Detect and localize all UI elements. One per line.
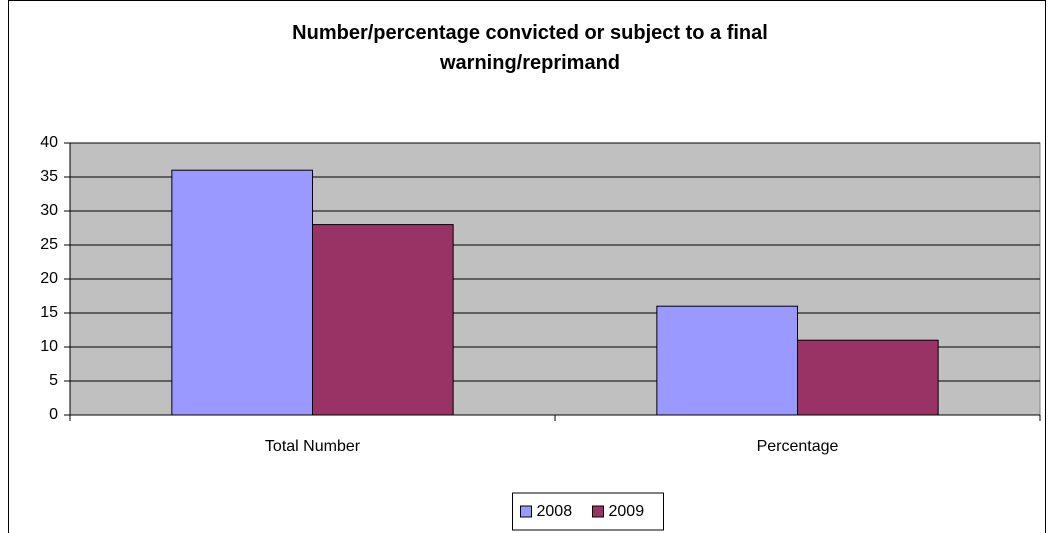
- chart-title: Number/percentage convicted or subject t…: [292, 22, 768, 74]
- y-tick-label: 20: [40, 270, 58, 287]
- bar: [656, 305, 798, 416]
- bar: [312, 224, 454, 416]
- bar: [171, 169, 313, 416]
- legend-label: 2008: [537, 503, 573, 520]
- y-tick-label: 0: [49, 406, 58, 423]
- y-tick-label: 5: [49, 372, 58, 389]
- x-tick-label: Percentage: [757, 438, 839, 455]
- y-tick-label: 25: [40, 236, 58, 253]
- y-tick-label: 30: [40, 202, 58, 219]
- y-tick-label: 15: [40, 304, 58, 321]
- bar: [797, 339, 939, 416]
- legend-box: [512, 492, 664, 531]
- legend-swatch: [520, 505, 532, 518]
- x-tick-label: Total Number: [265, 438, 361, 455]
- y-tick-label: 10: [40, 338, 58, 355]
- legend-label: 2009: [609, 503, 645, 520]
- y-tick-label: 35: [40, 168, 58, 185]
- legend-swatch: [592, 505, 604, 518]
- y-tick-label: 40: [40, 134, 58, 151]
